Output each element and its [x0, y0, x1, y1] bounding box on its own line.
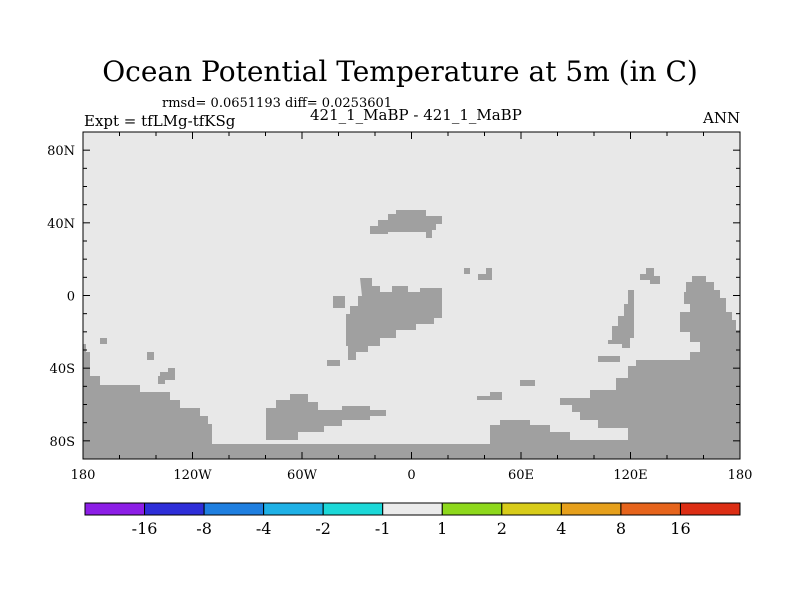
- land-island-sw3: [158, 368, 175, 384]
- axis-ticks: [82, 131, 741, 460]
- case-label: 421_1_MaBP - 421_1_MaBP: [310, 106, 522, 124]
- land-island-ind1: [598, 356, 620, 362]
- colorbar-label: 16: [670, 519, 690, 538]
- colorbar-label: -2: [315, 519, 331, 538]
- colorbar-swatch: [322, 502, 384, 516]
- y-tick-label: 40S: [50, 362, 75, 377]
- land-island-sw1: [100, 338, 107, 344]
- land-atlantic-mass: [346, 278, 442, 360]
- x-tick-label: 180: [728, 468, 753, 483]
- x-tick-label: 0: [407, 468, 415, 483]
- colorbar-swatch: [84, 502, 146, 516]
- stats-text: rmsd= 0.0651193 diff= 0.0253601: [162, 96, 393, 111]
- experiment-label: Expt = tfLMg-tfKSg: [84, 112, 236, 130]
- colorbar: -16 -8 -4 -2 -1 1 2 4 8 16: [84, 502, 741, 538]
- land-island-atl1: [333, 296, 345, 308]
- colorbar-label: 8: [616, 519, 626, 538]
- y-tick-label: 80N: [47, 144, 75, 159]
- colorbar-label: 2: [497, 519, 507, 538]
- land-north-mass: [370, 210, 442, 238]
- colorbar-label: 4: [556, 519, 566, 538]
- land-island-s1: [327, 360, 340, 366]
- colorbar-swatch: [501, 502, 562, 516]
- land-island-sw2: [147, 352, 154, 360]
- colorbar-swatch: [441, 502, 503, 516]
- colorbar-swatch: [263, 502, 324, 516]
- land-peninsula: [266, 394, 386, 440]
- x-tick-label: 120E: [613, 468, 647, 483]
- land-island-e1: [464, 268, 470, 274]
- y-tick-label: 80S: [50, 435, 75, 450]
- land-antarctica-west: [83, 276, 740, 459]
- x-tick-label: 180: [71, 468, 96, 483]
- x-tick-label: 60E: [508, 468, 534, 483]
- y-tick-label: 40N: [47, 217, 75, 232]
- colorbar-swatch: [382, 502, 443, 516]
- land-indian-mass: [608, 290, 634, 348]
- land-ridge-south: [186, 432, 200, 438]
- colorbar-label: -4: [256, 519, 272, 538]
- land-mask: [83, 210, 740, 459]
- axis-tick-labels: 180 120W 60W 0 60E 120E 180 80N 40N 0 40S 80S: [47, 144, 752, 483]
- colorbar-label: -8: [196, 519, 212, 538]
- colorbar-label: -16: [132, 519, 158, 538]
- colorbar-swatch: [203, 502, 265, 516]
- y-tick-label: 0: [67, 290, 75, 305]
- colorbar-swatch: [144, 502, 205, 516]
- colorbar-swatch: [679, 502, 741, 516]
- x-tick-label: 120W: [173, 468, 212, 483]
- season-label: ANN: [703, 109, 741, 127]
- colorbar-label: -1: [375, 519, 391, 538]
- colorbar-swatch: [560, 502, 622, 516]
- plot-title: Ocean Potential Temperature at 5m (in C): [102, 55, 698, 88]
- colorbar-swatch: [620, 502, 681, 516]
- land-island-e3: [640, 268, 660, 284]
- land-island-s3: [520, 380, 535, 386]
- land-island-s2: [477, 392, 502, 400]
- x-tick-label: 60W: [287, 468, 318, 483]
- colorbar-label: 1: [437, 519, 447, 538]
- land-island-e2: [478, 268, 492, 280]
